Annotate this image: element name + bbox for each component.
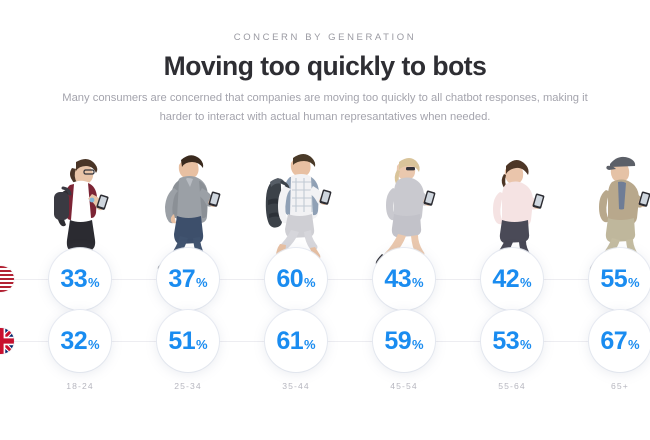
us-flag-icon — [0, 266, 14, 292]
stat-text: 67% — [572, 327, 650, 355]
percent-symbol: % — [628, 275, 640, 290]
stat-uk-25-34: 51% — [140, 308, 236, 374]
stat-text: 42% — [464, 265, 560, 293]
header: CONCERN BY GENERATION Moving too quickly… — [0, 0, 650, 126]
stat-uk-35-44: 61% — [248, 308, 344, 374]
stat-circle — [265, 248, 327, 310]
percent-symbol: % — [412, 275, 424, 290]
stat-text: 51% — [140, 327, 236, 355]
stat-circle — [589, 248, 650, 310]
age-axis: E 18-24 25-34 35-44 45-54 55-64 65+ — [0, 379, 650, 397]
stat-value: 32 — [60, 327, 88, 355]
stat-text: 60% — [248, 265, 344, 293]
stat-value: 61 — [276, 327, 304, 355]
stat-us-65-plus: 55% — [572, 246, 650, 312]
stat-circle — [49, 248, 111, 310]
stat-us-25-34: 37% — [140, 246, 236, 312]
stat-value: 42 — [492, 265, 520, 293]
row-rule — [6, 341, 650, 342]
stat-uk-45-54: 59% — [356, 308, 452, 374]
stat-text: 55% — [572, 265, 650, 293]
stat-uk-65-plus: 67% — [572, 308, 650, 374]
percent-symbol: % — [628, 337, 640, 352]
stat-uk-18-24: 32% — [32, 308, 128, 374]
stat-value: 60 — [276, 265, 304, 293]
stat-circle — [373, 248, 435, 310]
stat-text: 53% — [464, 327, 560, 355]
stat-us-18-24: 33% — [32, 246, 128, 312]
age-label-45-54: 45-54 — [390, 381, 418, 391]
uk-flag-icon — [0, 328, 14, 354]
eyebrow-label: CONCERN BY GENERATION — [233, 32, 417, 43]
stat-circle — [589, 310, 650, 372]
stat-text: 32% — [32, 327, 128, 355]
stat-value: 51 — [168, 327, 196, 355]
stat-circle — [49, 310, 111, 372]
age-label-25-34: 25-34 — [174, 381, 202, 391]
stat-circle — [373, 310, 435, 372]
percent-symbol: % — [88, 337, 100, 352]
age-label-65-plus: 65+ — [611, 381, 629, 391]
percent-symbol: % — [520, 337, 532, 352]
percent-symbol: % — [196, 337, 208, 352]
percent-symbol: % — [304, 275, 316, 290]
stat-value: 59 — [384, 327, 412, 355]
percent-symbol: % — [520, 275, 532, 290]
stat-value: 53 — [492, 327, 520, 355]
stat-value: 43 — [384, 265, 412, 293]
stat-circle — [481, 248, 543, 310]
stat-text: 33% — [32, 265, 128, 293]
stat-circle — [157, 310, 219, 372]
stat-text: 37% — [140, 265, 236, 293]
percent-symbol: % — [412, 337, 424, 352]
stat-value: 33 — [60, 265, 88, 293]
stat-uk-55-64: 53% — [464, 308, 560, 374]
stat-circle — [481, 310, 543, 372]
stat-text: 61% — [248, 327, 344, 355]
age-label-35-44: 35-44 — [282, 381, 310, 391]
percent-symbol: % — [88, 275, 100, 290]
age-label-18-24: 18-24 — [66, 381, 94, 391]
stat-circle — [265, 310, 327, 372]
stat-row-united-states: 33% 37% 60% 43% 42% 55% — [0, 248, 650, 310]
stat-value: 37 — [168, 265, 196, 293]
stat-rows: 33% 37% 60% 43% 42% 55% — [0, 248, 650, 378]
stat-row-united-kingdom: 32% 51% 61% 59% 53% 67% — [0, 310, 650, 372]
stat-value: 67 — [600, 327, 628, 355]
stat-text: 43% — [356, 265, 452, 293]
page-title: Moving too quickly to bots — [163, 51, 487, 81]
percent-symbol: % — [304, 337, 316, 352]
stat-us-45-54: 43% — [356, 246, 452, 312]
age-label-55-64: 55-64 — [498, 381, 526, 391]
stat-value: 55 — [600, 265, 628, 293]
row-rule — [6, 279, 650, 280]
axis-caption: E — [0, 379, 12, 393]
stat-us-55-64: 42% — [464, 246, 560, 312]
subtitle-text: Many consumers are concerned that compan… — [62, 92, 588, 123]
percent-symbol: % — [196, 275, 208, 290]
stat-circle — [157, 248, 219, 310]
stat-text: 59% — [356, 327, 452, 355]
stat-us-35-44: 60% — [248, 246, 344, 312]
